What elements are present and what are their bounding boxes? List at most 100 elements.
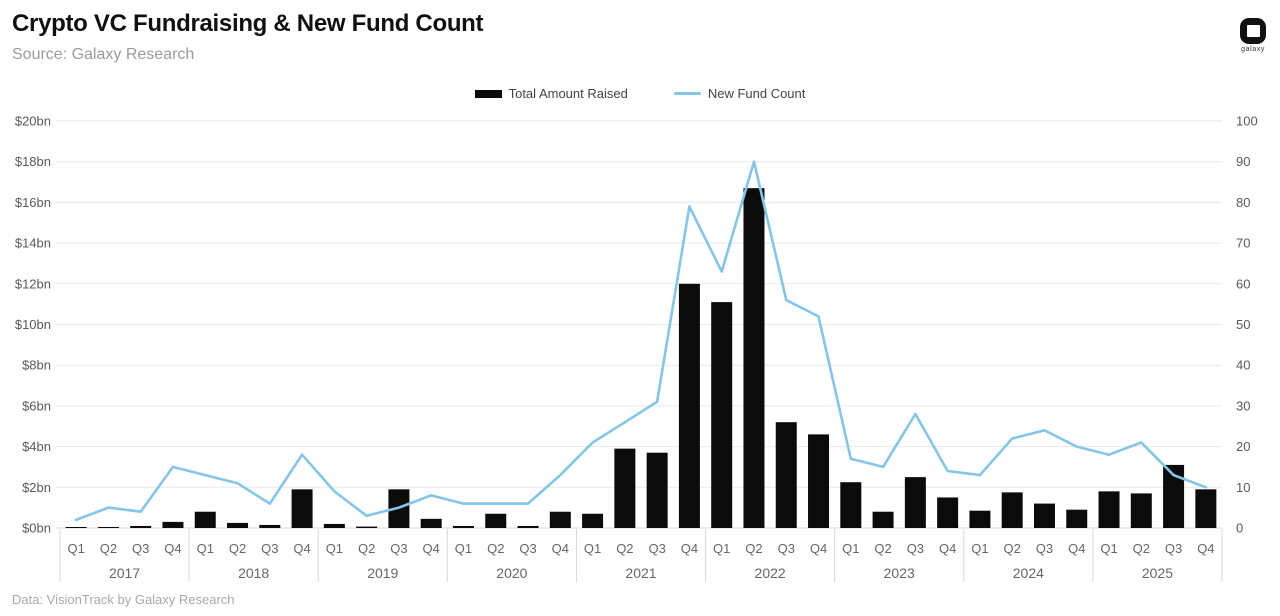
year-label: 2024 xyxy=(1013,565,1044,581)
quarter-label: Q3 xyxy=(261,541,278,556)
bar-2019-Q2 xyxy=(356,526,378,528)
left-axis-tick-label: $10bn xyxy=(15,317,51,332)
right-axis-tick-label: 40 xyxy=(1236,358,1250,373)
bar-2017-Q3 xyxy=(130,525,152,528)
bar-2020-Q2 xyxy=(485,513,507,528)
right-axis-labels: 0 10 20 30 40 50 60 70 80 90 100 xyxy=(1236,114,1258,536)
gridlines xyxy=(56,120,1222,529)
left-axis-tick-label: $18bn xyxy=(15,154,51,169)
galaxy-logo-text: galaxy xyxy=(1241,46,1265,53)
line-series-new-fund-count xyxy=(74,160,1208,522)
bar-2024-Q1 xyxy=(969,510,991,528)
year-label: 2018 xyxy=(238,565,269,581)
bar-2023-Q4 xyxy=(937,497,959,528)
bar-2020-Q3 xyxy=(517,525,539,528)
right-axis-tick-label: 10 xyxy=(1236,480,1250,495)
quarter-label: Q3 xyxy=(1036,541,1053,556)
x-axis-quarter-labels: Q1 Q2 Q3 Q4 Q1 Q2 Q3 Q4 Q1 Q2 Q3 Q4 Q1 Q2 Q3 Q4 Q1 Q2 Q3 Q4… xyxy=(67,541,1214,556)
chart-area: $0bn $2bn $4bn $6bn $8bn $10bn $12bn $14bn $16bn… xyxy=(0,108,1280,588)
right-axis-tick-label: 80 xyxy=(1236,195,1250,210)
quarter-label: Q4 xyxy=(423,541,440,556)
bar-2025-Q3 xyxy=(1163,464,1185,528)
quarter-label: Q3 xyxy=(907,541,924,556)
bar-2017-Q1 xyxy=(65,526,87,528)
quarter-label: Q1 xyxy=(971,541,988,556)
bar-2023-Q1 xyxy=(840,482,862,528)
quarter-label: Q3 xyxy=(519,541,536,556)
bar-2024-Q3 xyxy=(1033,503,1055,528)
bar-2022-Q4 xyxy=(808,434,830,528)
bar-2020-Q1 xyxy=(452,525,474,528)
source-subtitle: Source: Galaxy Research xyxy=(12,46,195,63)
bar-2017-Q4 xyxy=(162,521,184,528)
legend-label-new-fund-count: New Fund Count xyxy=(707,86,806,101)
left-axis-tick-label: $8bn xyxy=(22,358,51,373)
page-title: Crypto VC Fundraising & New Fund Count xyxy=(12,10,484,37)
new-fund-count-line xyxy=(74,160,1208,522)
bar-2018-Q1 xyxy=(194,511,216,528)
quarter-label: Q4 xyxy=(939,541,956,556)
bar-2018-Q4 xyxy=(291,489,313,528)
year-label: 2019 xyxy=(367,565,398,581)
chart-svg: $0bn $2bn $4bn $6bn $8bn $10bn $12bn $14bn $16bn… xyxy=(15,114,1258,582)
quarter-label: Q4 xyxy=(164,541,181,556)
bar-2021-Q1 xyxy=(582,513,604,528)
bar-2020-Q4 xyxy=(549,511,571,528)
quarter-label: Q3 xyxy=(778,541,795,556)
quarter-label: Q1 xyxy=(455,541,472,556)
quarter-label: Q1 xyxy=(584,541,601,556)
bar-2017-Q2 xyxy=(97,526,119,528)
left-axis-tick-label: $20bn xyxy=(15,114,51,129)
quarter-label: Q2 xyxy=(229,541,246,556)
right-axis-tick-label: 90 xyxy=(1236,154,1250,169)
quarter-label: Q3 xyxy=(648,541,665,556)
quarter-label: Q1 xyxy=(67,541,84,556)
left-axis-tick-label: $6bn xyxy=(22,398,51,413)
quarter-label: Q3 xyxy=(390,541,407,556)
legend-item-total-amount-raised: Total Amount Raised xyxy=(474,86,628,101)
bar-2018-Q2 xyxy=(227,522,249,528)
year-label: 2021 xyxy=(625,565,656,581)
quarter-label: Q2 xyxy=(745,541,762,556)
right-axis-tick-label: 60 xyxy=(1236,276,1250,291)
right-axis-tick-label: 50 xyxy=(1236,317,1250,332)
quarter-label: Q1 xyxy=(197,541,214,556)
bar-2025-Q4 xyxy=(1195,489,1217,528)
year-label: 2022 xyxy=(755,565,786,581)
legend-label-total-amount-raised: Total Amount Raised xyxy=(508,86,628,101)
bar-2021-Q2 xyxy=(614,448,636,528)
galaxy-logo-inner-square xyxy=(1246,25,1260,37)
bar-2019-Q4 xyxy=(420,518,442,528)
quarter-label: Q2 xyxy=(1004,541,1021,556)
bar-2021-Q4 xyxy=(678,283,700,528)
x-axis-year-labels: 2017 2018 2019 2020 2021 2022 2023 2024 2025 xyxy=(109,565,1173,581)
quarter-label: Q4 xyxy=(293,541,310,556)
quarter-label: Q4 xyxy=(1197,541,1214,556)
right-axis-tick-label: 0 xyxy=(1236,521,1243,536)
bar-2023-Q2 xyxy=(872,511,894,528)
bar-2023-Q3 xyxy=(904,477,926,528)
left-axis-tick-label: $4bn xyxy=(22,439,51,454)
quarter-label: Q4 xyxy=(810,541,827,556)
bar-2025-Q2 xyxy=(1130,493,1152,528)
right-axis-tick-label: 30 xyxy=(1236,398,1250,413)
left-axis-tick-label: $2bn xyxy=(22,480,51,495)
bar-2021-Q3 xyxy=(646,452,668,528)
year-label: 2017 xyxy=(109,565,140,581)
quarter-label: Q2 xyxy=(358,541,375,556)
quarter-label: Q2 xyxy=(874,541,891,556)
bar-series-swatch-icon xyxy=(474,89,502,98)
bar-2018-Q3 xyxy=(259,524,281,528)
line-series-swatch-icon xyxy=(673,92,701,95)
galaxy-logo: galaxy xyxy=(1240,18,1266,53)
bar-2024-Q2 xyxy=(1001,492,1023,528)
bar-2019-Q1 xyxy=(323,523,345,528)
left-axis-labels: $0bn $2bn $4bn $6bn $8bn $10bn $12bn $14bn $16bn… xyxy=(15,114,51,536)
legend-item-new-fund-count: New Fund Count xyxy=(673,86,806,101)
bar-2024-Q4 xyxy=(1066,509,1088,528)
bar-2025-Q1 xyxy=(1098,491,1120,528)
bar-2022-Q1 xyxy=(711,302,733,528)
quarter-label: Q1 xyxy=(842,541,859,556)
quarter-label: Q1 xyxy=(1100,541,1117,556)
